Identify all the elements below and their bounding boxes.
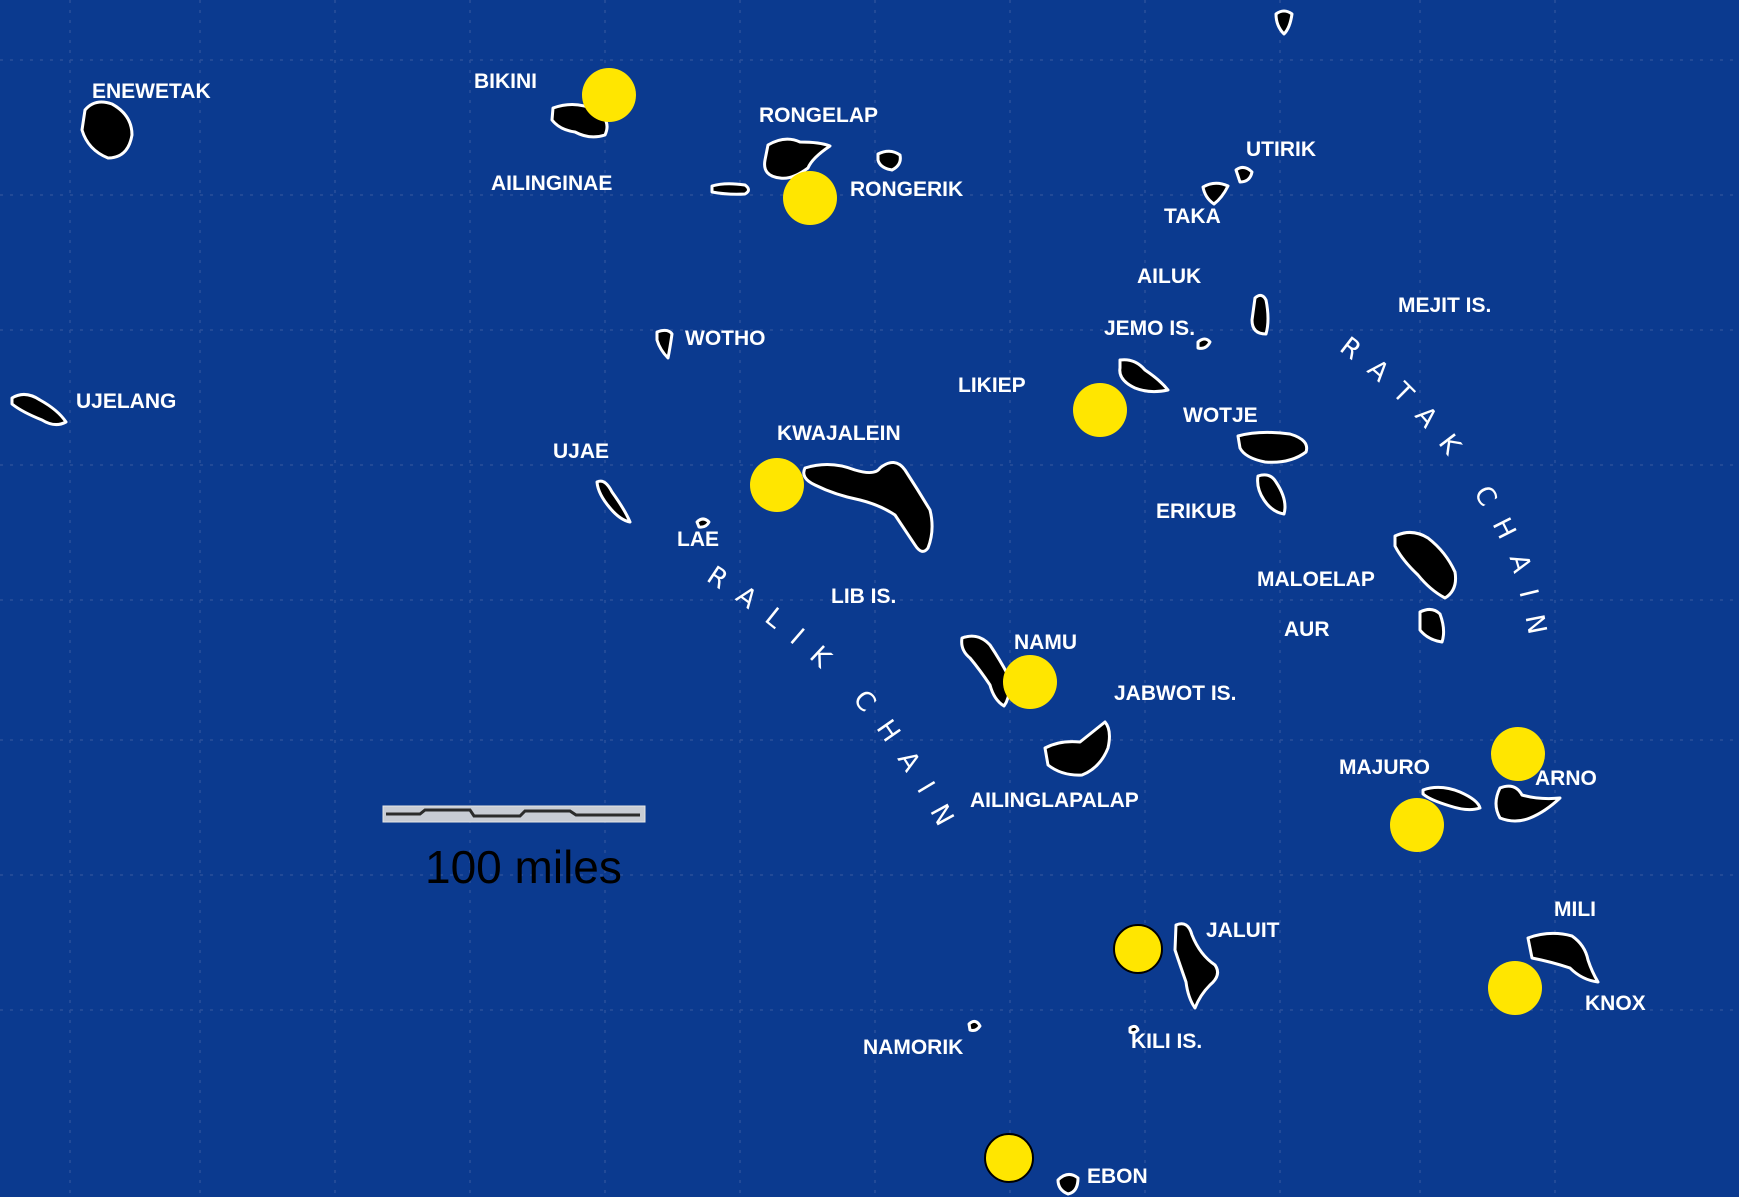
atoll-shape-ebon: [1056, 1173, 1080, 1196]
atoll-shape-lae: [695, 517, 711, 529]
label-ailinginae: AILINGINAE: [491, 172, 612, 195]
label-ebon: EBON: [1087, 1165, 1148, 1188]
label-wotje: WOTJE: [1183, 404, 1258, 427]
marker-bikini: [582, 68, 636, 122]
atoll-shape-jaluit: [1173, 922, 1220, 1010]
atoll-shape-taka: [1201, 181, 1230, 206]
atoll-shape-likiep: [1118, 358, 1170, 394]
atoll-labels: ENEWETAK BIKINI RONGELAP AILINGINAE RONG…: [76, 70, 1646, 1188]
marker-arno: [1491, 727, 1545, 781]
marker-likiep: [1073, 383, 1127, 437]
atoll-shape-jemo: [1196, 337, 1212, 350]
label-ailinglapalap: AILINGLAPALAP: [970, 789, 1139, 812]
atoll-shape-ailinglapalap: [1043, 720, 1111, 777]
atoll-shape-ujae: [595, 479, 632, 524]
label-jemo: JEMO IS.: [1104, 317, 1195, 340]
marker-jaluit: [1113, 924, 1163, 974]
label-kwajalein: KWAJALEIN: [777, 422, 901, 445]
label-ailuk: AILUK: [1137, 265, 1201, 288]
label-erikub: ERIKUB: [1156, 500, 1237, 523]
atoll-shape-mili: [1526, 931, 1600, 984]
label-namorik: NAMORIK: [863, 1036, 963, 1059]
label-utirik: UTIRIK: [1246, 138, 1316, 161]
label-bikini: BIKINI: [474, 70, 537, 93]
marker-mili: [1488, 961, 1542, 1015]
label-knox: KNOX: [1585, 992, 1646, 1015]
atoll-shape-wotje: [1236, 430, 1309, 464]
site-markers: [582, 68, 1545, 1183]
atolls: [10, 9, 1600, 1196]
atoll-shape-maloelap: [1393, 531, 1457, 600]
atoll-shape-kwajalein: [802, 461, 934, 553]
atoll-shape-arno: [1494, 784, 1562, 823]
atoll-shape-enewetak: [80, 100, 134, 160]
label-wotho: WOTHO: [685, 327, 765, 350]
atoll-shape-north: [1274, 9, 1294, 36]
label-rongerik: RONGERIK: [850, 178, 963, 201]
atoll-shape-rongerik: [876, 149, 902, 172]
atoll-shape-wotho: [655, 328, 674, 360]
atoll-shape-ailinginae: [710, 182, 750, 196]
marker-majuro: [1390, 798, 1444, 852]
label-enewetak: ENEWETAK: [92, 80, 211, 103]
atoll-shape-erikub: [1256, 473, 1287, 516]
label-jaluit: JALUIT: [1206, 919, 1280, 942]
label-aur: AUR: [1284, 618, 1330, 641]
label-rongelap: RONGELAP: [759, 104, 878, 127]
label-ujelang: UJELANG: [76, 390, 176, 413]
label-maloelap: MALOELAP: [1257, 568, 1375, 591]
atoll-shape-rongelap: [763, 137, 832, 180]
label-ujae: UJAE: [553, 440, 609, 463]
atoll-shape-namu: [960, 634, 1011, 708]
atoll-shape-kili: [1128, 1024, 1140, 1035]
marker-ebon: [984, 1133, 1034, 1183]
label-mejit: MEJIT IS.: [1398, 294, 1491, 317]
atoll-shape-ailuk: [1250, 293, 1270, 336]
label-likiep: LIKIEP: [958, 374, 1026, 397]
atoll-shape-ujelang: [10, 393, 68, 427]
scale-label: 100 miles: [425, 841, 622, 893]
label-namu: NAMU: [1014, 631, 1077, 654]
atoll-shape-majuro: [1421, 785, 1482, 812]
label-taka: TAKA: [1164, 205, 1221, 228]
label-jabwot: JABWOT IS.: [1114, 682, 1237, 705]
atoll-shape-aur: [1418, 607, 1446, 644]
label-majuro: MAJURO: [1339, 756, 1430, 779]
marker-rongelap: [783, 171, 837, 225]
marker-kwajalein: [750, 458, 804, 512]
marker-namu: [1003, 655, 1057, 709]
label-arno: ARNO: [1535, 767, 1597, 790]
atoll-shape-namorik: [967, 1019, 982, 1032]
atoll-shape-utirik: [1234, 165, 1254, 184]
label-lae: LAE: [677, 528, 719, 551]
scale-bar: 100 miles: [382, 805, 646, 893]
label-kili: KILI IS.: [1131, 1030, 1202, 1053]
label-mili: MILI: [1554, 898, 1596, 921]
label-lib: LIB IS.: [831, 585, 896, 608]
